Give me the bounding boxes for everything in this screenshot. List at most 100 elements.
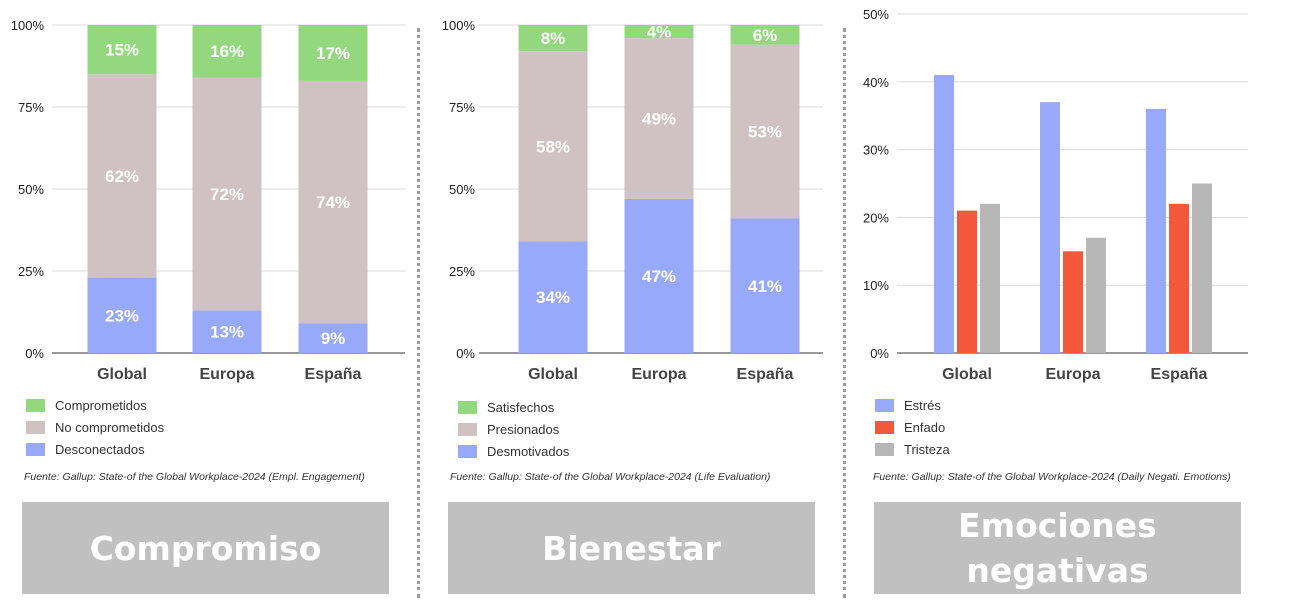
legend-swatch	[458, 400, 477, 414]
y-tick-label: 75%	[18, 100, 44, 115]
bar-estres-espana	[1146, 108, 1166, 353]
panel-bienestar: 0% 25% 50% 75% 100% Global Europa España 34% 58% 8…	[420, 0, 840, 606]
legend-label: Tristeza	[904, 441, 950, 457]
y-tick-label: 20%	[863, 210, 889, 225]
banner-title-line2: negativas	[966, 551, 1149, 590]
data-label: 8%	[541, 29, 566, 48]
bar-enfado-espana	[1169, 203, 1189, 353]
x-tick-label-espana: España	[305, 366, 362, 383]
bar-presionados-europa	[624, 38, 694, 199]
bar-tristeza-espana	[1192, 183, 1212, 353]
chart-emociones: 0% 10% 20% 30% 40% 50% Global Europa España	[863, 7, 1248, 383]
data-label: 34%	[536, 288, 570, 307]
banner-emociones: Emociones negativas	[874, 502, 1241, 594]
legend-label: Estrés	[904, 397, 941, 413]
legend-label: Enfado	[904, 419, 946, 435]
legend-label: Presionados	[487, 421, 560, 437]
data-label: 13%	[210, 323, 244, 342]
bar-satisfechos-global	[518, 25, 588, 52]
y-tick-label: 10%	[863, 278, 889, 293]
data-label: 4%	[647, 23, 672, 42]
data-label: 41%	[748, 277, 782, 296]
x-tick-label-global: Global	[97, 366, 147, 383]
legend-swatch	[875, 442, 894, 456]
data-label: 15%	[105, 41, 139, 60]
bar-satisfechos-espana	[730, 25, 800, 45]
banner-title: Bienestar	[542, 528, 721, 568]
source-note: Fuente: Gallup: State-of the Global Work…	[873, 471, 1231, 483]
data-label: 53%	[748, 123, 782, 142]
bar-enfado-europa	[1063, 251, 1083, 353]
y-tick-label: 75%	[449, 100, 475, 115]
bar-tristeza-europa	[1086, 237, 1106, 353]
legend-item-no-comprometidos: No comprometidos	[26, 416, 164, 438]
y-tick-label: 0%	[25, 346, 44, 361]
legend-label: Desconectados	[55, 441, 145, 457]
legend-swatch	[458, 444, 477, 458]
legend-item-comprometidos: Comprometidos	[26, 394, 164, 416]
data-label: 9%	[321, 329, 346, 348]
legend-item-enfado: Enfado	[875, 416, 950, 438]
legend-label: Satisfechos	[487, 399, 555, 415]
y-tick-label: 50%	[449, 182, 475, 197]
data-label: 74%	[316, 193, 350, 212]
divider	[417, 28, 420, 598]
chart-compromiso: 0% 25% 50% 75% 100% Global Europa España 23% 62% 1…	[11, 18, 405, 383]
bar-desmotivados-global	[518, 241, 588, 353]
x-tick-label-europa: Europa	[631, 366, 686, 383]
y-tick-label: 100%	[11, 18, 45, 33]
x-tick-label-global: Global	[942, 366, 992, 383]
bar-presionados-global	[518, 51, 588, 242]
y-tick-label: 40%	[863, 75, 889, 90]
bar-tristeza-global	[980, 203, 1000, 353]
bar-no-comprometidos-europa	[192, 77, 262, 311]
legend-swatch	[26, 398, 45, 412]
bar-comprometidos-europa	[192, 25, 262, 78]
bar-desmotivados-europa	[624, 198, 694, 353]
bar-satisfechos-europa	[624, 25, 694, 39]
x-tick-label-espana: España	[1151, 366, 1208, 383]
legend-swatch	[26, 420, 45, 434]
legend-item-desconectados: Desconectados	[26, 438, 164, 460]
bar-desconectados-global	[87, 277, 157, 353]
data-label: 58%	[536, 137, 570, 156]
data-label: 6%	[753, 26, 778, 45]
bar-enfado-global	[957, 210, 977, 353]
legend-label: Comprometidos	[55, 397, 147, 413]
legend-emociones: Estrés Enfado Tristeza	[875, 394, 950, 460]
legend-swatch	[458, 422, 477, 436]
y-tick-label: 50%	[18, 182, 44, 197]
legend-swatch	[875, 420, 894, 434]
y-tick-label: 30%	[863, 143, 889, 158]
source-note: Fuente: Gallup: State-of the Global Work…	[24, 471, 365, 483]
legend-label: Desmotivados	[487, 443, 570, 459]
bar-comprometidos-global	[87, 25, 157, 75]
panel-emociones: 0% 10% 20% 30% 40% 50% Global Europa España Estr…	[846, 0, 1294, 606]
chart-bienestar: 0% 25% 50% 75% 100% Global Europa España 34% 58% 8…	[442, 18, 823, 383]
x-tick-label-europa: Europa	[199, 366, 254, 383]
legend-compromiso: Comprometidos No comprometidos Desconect…	[26, 394, 164, 460]
data-label: 16%	[210, 42, 244, 61]
legend-swatch	[875, 398, 894, 412]
legend-item-tristeza: Tristeza	[875, 438, 950, 460]
bar-no-comprometidos-espana	[298, 80, 368, 324]
data-label: 47%	[642, 267, 676, 286]
data-label: 62%	[105, 167, 139, 186]
y-tick-label: 50%	[863, 7, 889, 22]
y-tick-label: 0%	[870, 346, 889, 361]
y-tick-label: 25%	[18, 264, 44, 279]
bar-presionados-espana	[730, 44, 800, 219]
divider	[843, 28, 846, 598]
y-tick-label: 100%	[442, 18, 476, 33]
banner-bienestar: Bienestar	[448, 502, 815, 594]
bar-desconectados-espana	[298, 323, 368, 353]
legend-bienestar: Satisfechos Presionados Desmotivados	[458, 396, 569, 462]
legend-item-estres: Estrés	[875, 394, 950, 416]
legend-item-desmotivados: Desmotivados	[458, 440, 569, 462]
banner-title: Compromiso	[89, 528, 322, 568]
y-tick-label: 25%	[449, 264, 475, 279]
banner-compromiso: Compromiso	[22, 502, 389, 594]
y-tick-label: 0%	[456, 346, 475, 361]
data-label: 17%	[316, 44, 350, 63]
bar-estres-europa	[1040, 102, 1060, 353]
